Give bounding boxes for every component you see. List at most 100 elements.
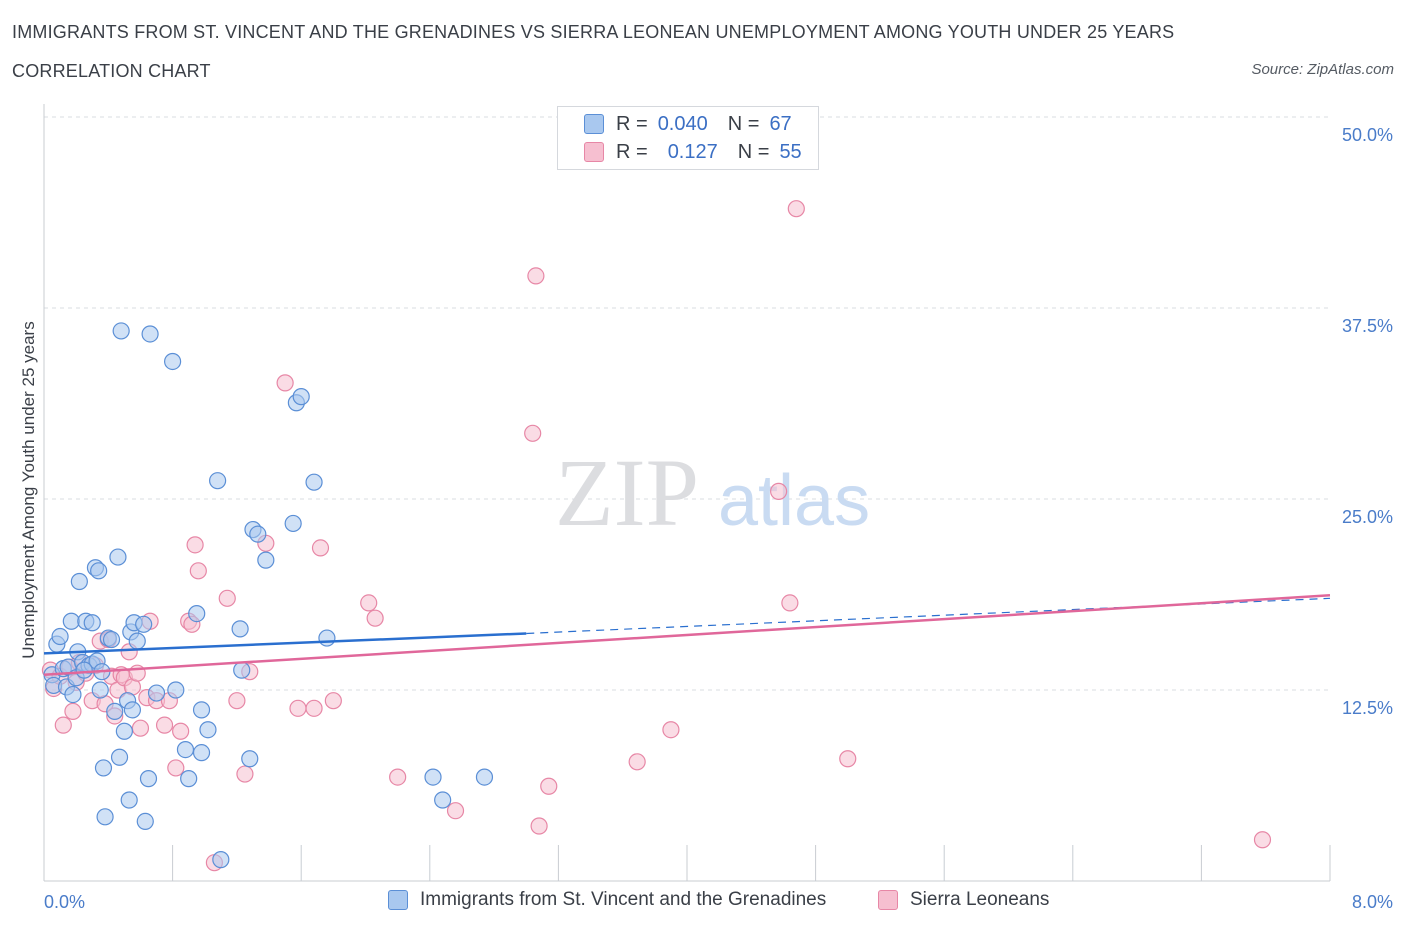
legend-r-value: 0.040 [657,112,708,135]
chart-subtitle: CORRELATION CHART [12,61,211,81]
watermark-zip: ZIP [555,439,699,546]
legend-n-label: N = [737,140,770,163]
st-vincent-point [147,684,166,702]
st-vincent-point [199,721,217,739]
sierra-leonean-point [389,768,407,786]
series-legend-swatch-pink [878,890,898,910]
st-vincent-point [136,812,154,831]
st-vincent-point [115,722,133,740]
st-vincent-point [233,661,251,679]
st-vincent-point [257,551,275,569]
sierra-leonean-point [360,594,378,612]
st-vincent-point [434,791,452,809]
st-vincent-point [90,562,108,580]
chart-title: IMMIGRANTS FROM ST. VINCENT AND THE GREN… [12,22,1175,42]
st-vincent-point [75,661,93,679]
st-vincent-point [62,612,80,630]
st-vincent-point [120,791,138,809]
sierra-leonean-point [54,716,72,734]
watermark-atlas: atlas [718,461,870,541]
sierra-leonean-point [524,424,542,442]
series-legend-pink: Sierra Leoneans [878,889,1049,911]
st-vincent-point [123,701,142,719]
sierra-leonean-point [628,753,646,771]
series-st-vincent-immigrants [43,322,494,869]
y-tick-label: 12.5% [1342,698,1393,718]
sierra-leonean-point [289,699,307,717]
sierra-leonean-point [305,699,323,717]
sierra-leonean-point [186,536,204,554]
legend-n-label: N = [727,112,760,135]
sierra-leonean-point [324,692,342,710]
blue-trend-line [43,632,527,655]
tick-labels: 12.5% 25.0% 37.5% 50.0% 0.0% 8.0% [44,125,1393,912]
st-vincent-point [192,701,211,719]
sierra-leonean-point [1253,831,1272,849]
sierra-leonean-point [530,817,548,835]
legend-row-blue: R = 0.040 N = 67 [584,111,792,137]
sierra-leonean-point [787,200,805,218]
st-vincent-point [188,604,206,623]
correlation-legend: R = 0.040 N = 67 R = 0.127 N = 55 [557,106,819,170]
st-vincent-point [128,632,146,650]
st-vincent-point [231,620,249,638]
st-vincent-point [106,702,124,720]
st-vincent-point [70,572,88,591]
legend-swatch-pink [584,142,604,162]
sierra-leonean-point [131,719,150,737]
trend-lines [43,594,1331,676]
sierra-leonean-point [236,765,254,783]
sierra-leonean-point [228,692,246,710]
legend-r-label: R = [616,112,648,135]
legend-r-label: R = [616,140,648,163]
sierra-leonean-point [781,594,799,612]
legend-n-value: 55 [779,140,802,163]
y-tick-label: 25.0% [1342,507,1393,527]
st-vincent-point [64,685,82,704]
st-vincent-point [141,325,159,343]
st-vincent-point [164,352,182,371]
st-vincent-point [292,388,310,406]
st-vincent-point [284,514,302,533]
st-vincent-point [424,768,442,786]
sierra-leonean-point [662,721,680,739]
sierra-leonean-point [839,750,857,768]
legend-swatch-blue [584,114,604,134]
st-vincent-point [135,615,153,633]
source-credit: Source: ZipAtlas.com [1251,61,1394,78]
series-legend: Immigrants from St. Vincent and the Gren… [0,889,1406,915]
st-vincent-point [91,681,109,699]
st-vincent-point [102,630,121,649]
series-legend-blue: Immigrants from St. Vincent and the Gren… [388,889,826,911]
st-vincent-point [192,744,211,762]
st-vincent-point [51,627,69,646]
grid-lines [44,116,1330,691]
st-vincent-point [112,322,130,340]
y-tick-label: 50.0% [1342,125,1393,145]
sierra-leonean-point [189,562,207,580]
sierra-leonean-point [770,482,788,500]
st-vincent-point [180,770,198,788]
st-vincent-point [94,759,113,777]
st-vincent-point [167,681,185,699]
x-tick-label-max: 8.0% [1352,892,1393,912]
legend-row-pink: R = 0.127 N = 55 [584,139,802,165]
st-vincent-point [96,808,114,826]
st-vincent-point [305,473,323,491]
st-vincent-point [241,750,259,768]
st-vincent-point [209,472,227,490]
st-vincent-point [109,548,127,566]
x-tick-label-min: 0.0% [44,892,85,912]
series-legend-label-blue: Immigrants from St. Vincent and the Gren… [420,889,827,910]
sierra-leonean-point [64,702,82,720]
st-vincent-point [176,740,195,759]
sierra-leonean-point [527,267,545,285]
legend-r-value: 0.127 [667,140,718,163]
pink-trend-line [43,594,1331,676]
sierra-leonean-point [167,759,185,777]
y-tick-label: 37.5% [1342,316,1393,336]
y-axis-label: Unemployment Among Youth under 25 years [19,321,38,658]
axes [43,104,1331,882]
sierra-leonean-point [540,777,558,795]
